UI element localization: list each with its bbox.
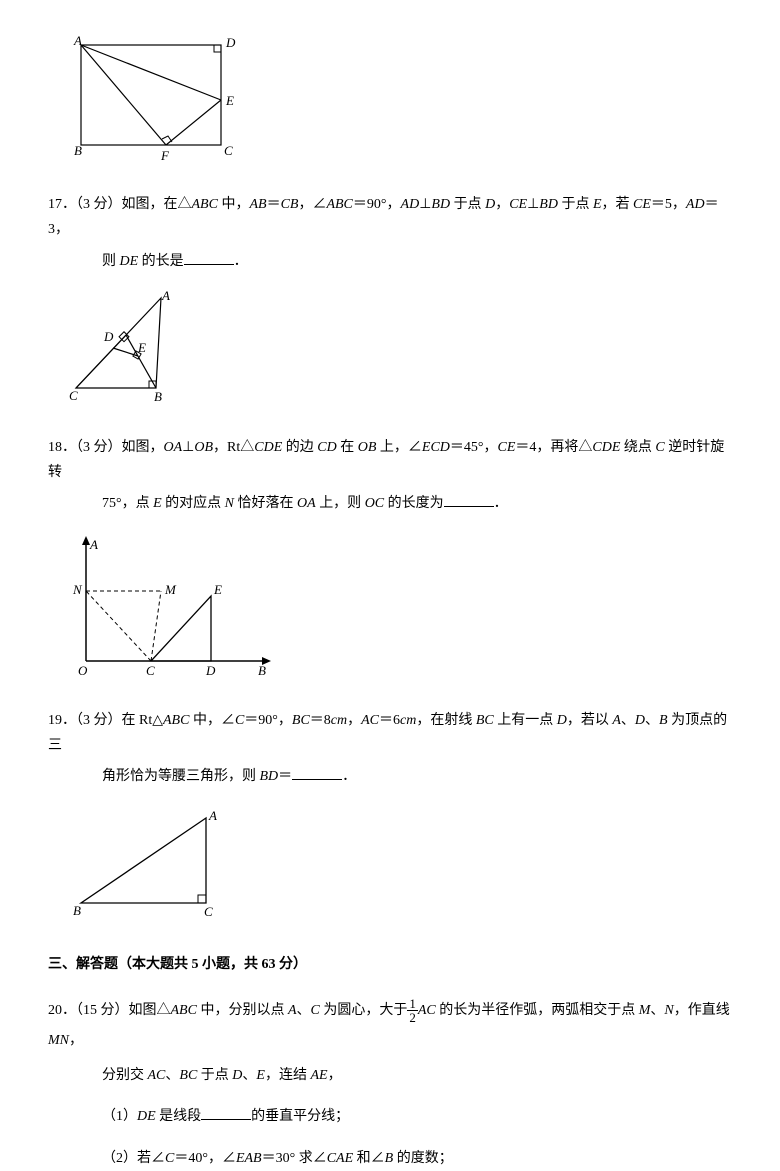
q18-text: 18．（3 分）如图，OA⊥OB，Rt△CDE 的边 CD 在 OB 上，∠EC… xyxy=(48,435,732,485)
question-17: 17．（3 分）如图，在△ABC 中，AB＝CB，∠ABC＝90°，AD⊥BD … xyxy=(48,192,732,274)
label-B: B xyxy=(73,903,81,918)
q19-line2: 角形恰为等腰三角形，则 BD＝． xyxy=(48,764,732,789)
question-18: 18．（3 分）如图，OA⊥OB，Rt△CDE 的边 CD 在 OB 上，∠EC… xyxy=(48,435,732,517)
label-A: A xyxy=(161,288,170,303)
label-C: C xyxy=(204,904,213,919)
label-E: E xyxy=(225,93,234,108)
label-N: N xyxy=(72,582,83,597)
question-19: 19．（3 分）在 Rt△ABC 中，∠C＝90°，BC＝8cm，AC＝6cm，… xyxy=(48,708,732,790)
label-F: F xyxy=(160,148,170,163)
label-M: M xyxy=(164,582,177,597)
q20-number: 20． xyxy=(48,1003,76,1018)
label-D: D xyxy=(205,663,216,678)
figure-17: A D E C B xyxy=(66,288,732,417)
q20-sub1: （1）DE 是线段的垂直平分线； xyxy=(48,1104,732,1129)
fraction-half: 12 xyxy=(407,997,418,1024)
label-E: E xyxy=(213,582,222,597)
label-C: C xyxy=(146,663,155,678)
figure-18: A N M E O C D B xyxy=(66,531,732,690)
q17-text: 17．（3 分）如图，在△ABC 中，AB＝CB，∠ABC＝90°，AD⊥BD … xyxy=(48,192,732,242)
label-B: B xyxy=(258,663,266,678)
question-20: 20．（15 分）如图△ABC 中，分别以点 A、C 为圆心，大于12AC 的长… xyxy=(48,996,732,1171)
label-B: B xyxy=(74,143,82,158)
label-D: D xyxy=(103,329,114,344)
q19-points: （3 分） xyxy=(76,713,122,728)
q18-points: （3 分） xyxy=(76,440,122,455)
q18-blank xyxy=(444,493,494,507)
figure-19: A B C xyxy=(66,803,732,932)
label-C: C xyxy=(224,143,233,158)
q20-sub2: （2）若∠C＝40°，∠EAB＝30° 求∠CAE 和∠B 的度数； xyxy=(48,1146,732,1171)
label-A: A xyxy=(73,33,82,48)
q20-sub1-blank xyxy=(201,1106,251,1120)
q17-line2: 则 DE 的长是． xyxy=(48,249,732,274)
q17-points: （3 分） xyxy=(76,197,122,212)
label-E: E xyxy=(137,340,146,355)
label-A: A xyxy=(89,537,98,552)
figure-16: A D E B F C xyxy=(66,30,732,174)
label-C: C xyxy=(69,388,78,403)
q20-line2: 分别交 AC、BC 于点 D、E，连结 AE， xyxy=(48,1063,732,1088)
q19-blank xyxy=(292,766,342,780)
label-O: O xyxy=(78,663,88,678)
q20-text: 20．（15 分）如图△ABC 中，分别以点 A、C 为圆心，大于12AC 的长… xyxy=(48,996,732,1058)
label-A: A xyxy=(208,808,217,823)
label-D: D xyxy=(225,35,236,50)
q20-points: （15 分） xyxy=(76,1003,129,1018)
q17-number: 17． xyxy=(48,197,76,212)
q17-blank xyxy=(184,251,234,265)
q19-text: 19．（3 分）在 Rt△ABC 中，∠C＝90°，BC＝8cm，AC＝6cm，… xyxy=(48,708,732,758)
section-3-header: 三、解答题（本大题共 5 小题，共 63 分） xyxy=(48,952,732,977)
label-B: B xyxy=(154,389,162,404)
q18-line2: 75°，点 E 的对应点 N 恰好落在 OA 上，则 OC 的长度为． xyxy=(48,491,732,516)
q19-number: 19． xyxy=(48,713,76,728)
q18-number: 18． xyxy=(48,440,76,455)
